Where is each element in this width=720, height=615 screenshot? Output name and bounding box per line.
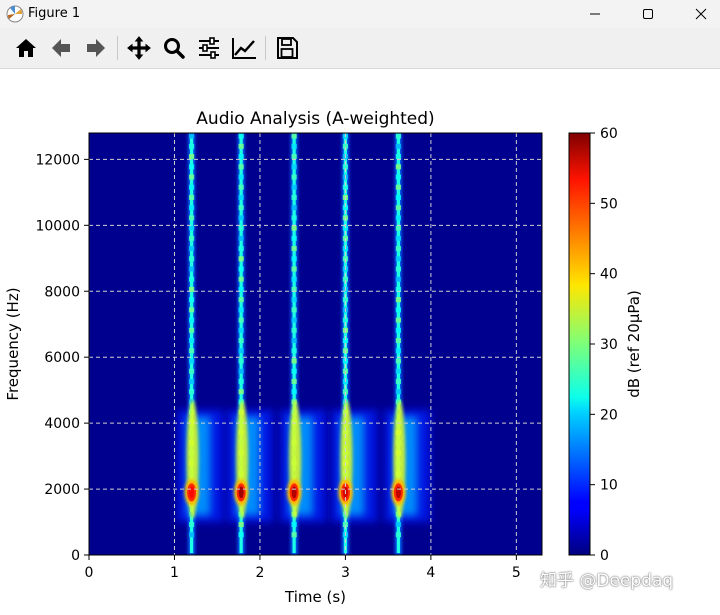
zoom-button[interactable]: [160, 34, 188, 62]
y-tick-label: 0: [71, 548, 80, 564]
colorbar-ticks: 0 10 20 30 40 50 60: [590, 126, 618, 564]
y-tick-label: 4000: [44, 416, 80, 432]
x-axis-ticks: 0 1 2 3 4 5: [85, 555, 521, 581]
save-button[interactable]: [273, 34, 301, 62]
x-tick-label: 5: [512, 565, 521, 581]
maximize-button[interactable]: [621, 0, 675, 28]
move-icon: [127, 36, 151, 60]
watermark: 知乎 @Deepdaq: [540, 571, 674, 591]
close-icon: [695, 8, 707, 20]
matplotlib-app-icon: [6, 5, 24, 23]
colorbar-tick-label: 0: [600, 548, 609, 564]
x-axis-label: Time (s): [284, 588, 346, 606]
home-icon: [16, 39, 36, 57]
y-axis-ticks: 0 2000 4000 6000 8000 10000 12000: [35, 152, 89, 564]
pan-button[interactable]: [125, 34, 153, 62]
colorbar-tick-label: 20: [600, 407, 618, 423]
toolbar-separator: [265, 36, 266, 60]
maximize-icon: [643, 9, 653, 19]
close-button[interactable]: [674, 0, 720, 28]
spectrogram-event: [384, 133, 431, 555]
spectrogram-heatmap: [177, 133, 431, 555]
arrow-left-icon: [52, 39, 70, 57]
y-tick-label: 8000: [44, 284, 80, 300]
arrow-right-icon: [87, 39, 105, 57]
minimize-button[interactable]: [568, 0, 622, 28]
magnifier-icon: [164, 38, 185, 59]
edit-axis-button[interactable]: [230, 34, 258, 62]
y-tick-label: 6000: [44, 350, 80, 366]
line-chart-icon: [232, 38, 256, 59]
chart-title: Audio Analysis (A-weighted): [196, 109, 434, 129]
window-title: Figure 1: [28, 6, 81, 21]
y-tick-label: 10000: [35, 218, 80, 234]
y-tick-label: 12000: [35, 152, 80, 168]
plot-frame: [88, 132, 543, 556]
navigation-toolbar: [0, 28, 720, 69]
x-tick-label: 2: [255, 565, 264, 581]
plot-grid: [89, 133, 542, 555]
toolbar-separator: [117, 36, 118, 60]
x-tick-label: 1: [170, 565, 179, 581]
colorbar-tick-label: 50: [600, 196, 618, 212]
back-button[interactable]: [47, 34, 75, 62]
window-titlebar: Figure 1: [0, 0, 720, 28]
forward-button[interactable]: [82, 34, 110, 62]
x-tick-label: 3: [341, 565, 350, 581]
minimize-icon: [590, 13, 600, 15]
x-tick-label: 0: [85, 565, 94, 581]
y-tick-label: 2000: [44, 482, 80, 498]
configure-subplots-button[interactable]: [195, 34, 223, 62]
y-axis-label: Frequency (Hz): [4, 287, 22, 400]
colorbar-tick-label: 30: [600, 337, 618, 353]
colorbar: [568, 132, 591, 556]
colorbar-tick-label: 40: [600, 267, 618, 283]
floppy-disk-icon: [277, 37, 298, 59]
colorbar-tick-label: 60: [600, 126, 618, 142]
spectrogram-event: [280, 133, 327, 555]
x-tick-label: 4: [426, 565, 435, 581]
colorbar-tick-label: 10: [600, 478, 618, 494]
home-button[interactable]: [12, 34, 40, 62]
colorbar-label: dB (ref 20µPa): [625, 290, 643, 398]
sliders-icon: [199, 37, 219, 59]
